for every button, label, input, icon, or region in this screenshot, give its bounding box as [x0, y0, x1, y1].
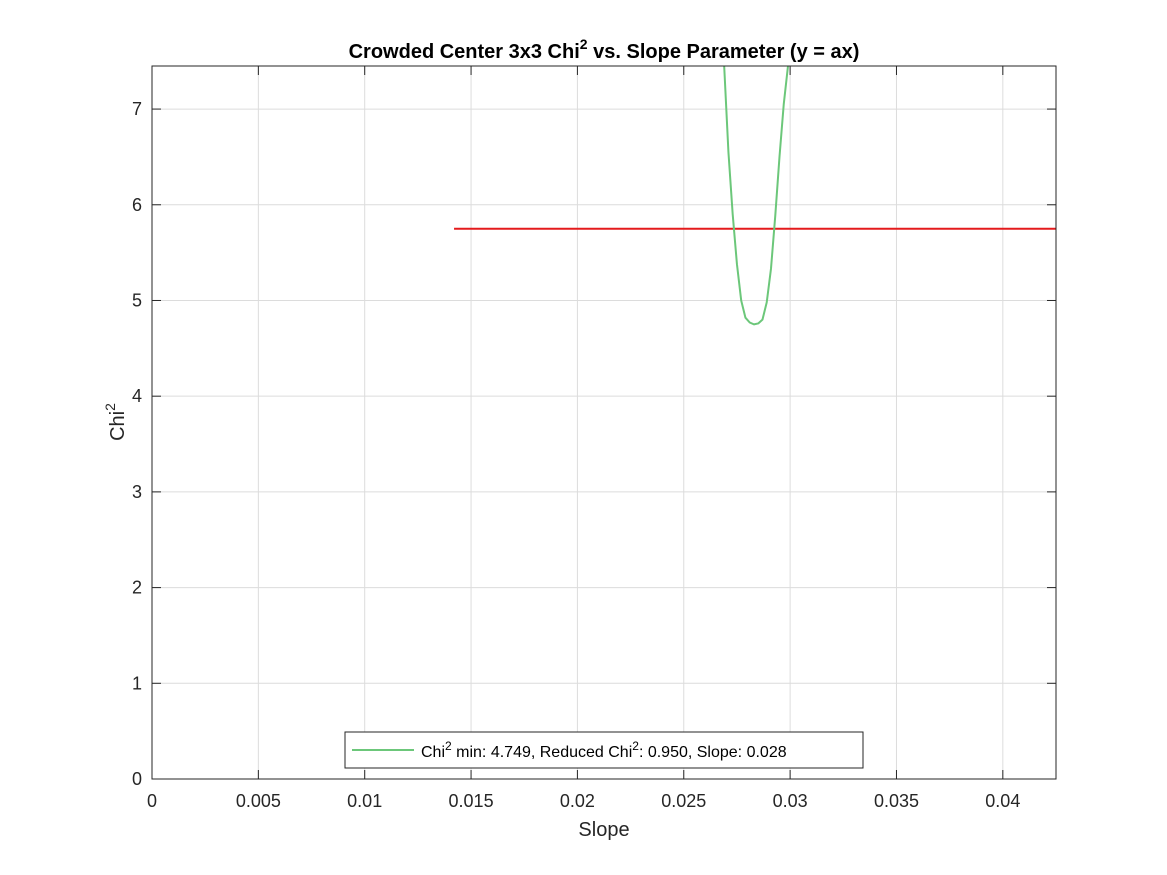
legend: Chi2 min: 4.749, Reduced Chi2: 0.950, Sl…	[344, 731, 864, 769]
legend-text-part: Chi	[421, 744, 445, 761]
plot-frame	[151, 65, 1057, 780]
y-tick-label: 3	[132, 482, 142, 502]
y-tick-label: 2	[132, 578, 142, 598]
legend-superscript: 2	[632, 739, 639, 753]
legend-box	[344, 731, 864, 769]
x-tick-label: 0.025	[661, 791, 706, 811]
ylabel-base: Chi	[107, 411, 129, 441]
y-tick-label: 5	[132, 290, 142, 310]
x-axis-label: Slope	[578, 819, 629, 841]
plot-area	[152, 66, 1056, 779]
chart-title: Crowded Center 3x3 Chi2 vs. Slope Parame…	[349, 36, 860, 63]
y-tick-label: 0	[132, 769, 142, 789]
series-line-chi2	[723, 65, 789, 326]
title-suffix: vs. Slope Parameter (y = ax)	[588, 41, 860, 63]
y-ticks: 0 1 2 3 4 5 6 7	[132, 99, 1056, 789]
x-tick-label: 0	[147, 791, 157, 811]
x-ticks: 0 0.005 0.01 0.015 0.02 0.025 0.03 0.035 0.04	[147, 66, 1020, 811]
title-prefix: Crowded Center 3x3 Chi	[349, 41, 580, 63]
y-axis-label: Chi2	[102, 403, 129, 441]
legend-entry-chi2: Chi2 min: 4.749, Reduced Chi2: 0.950, Sl…	[421, 739, 787, 761]
x-tick-label: 0.04	[985, 791, 1020, 811]
x-tick-label: 0.005	[236, 791, 281, 811]
x-tick-label: 0.01	[347, 791, 382, 811]
x-tick-label: 0.03	[773, 791, 808, 811]
y-tick-label: 7	[132, 99, 142, 119]
y-tick-label: 6	[132, 195, 142, 215]
title-superscript: 2	[580, 36, 588, 52]
legend-superscript: 2	[445, 739, 452, 753]
x-tick-label: 0.02	[560, 791, 595, 811]
series-layer	[454, 65, 1056, 326]
ylabel-superscript: 2	[102, 403, 118, 411]
x-tick-label: 0.015	[449, 791, 494, 811]
legend-text-part: min: 4.749, Reduced Chi	[452, 744, 633, 761]
legend-text-part: : 0.950, Slope: 0.028	[639, 744, 787, 761]
axes	[151, 65, 1057, 780]
x-tick-label: 0.035	[874, 791, 919, 811]
y-tick-label: 4	[132, 386, 142, 406]
y-tick-label: 1	[132, 673, 142, 693]
